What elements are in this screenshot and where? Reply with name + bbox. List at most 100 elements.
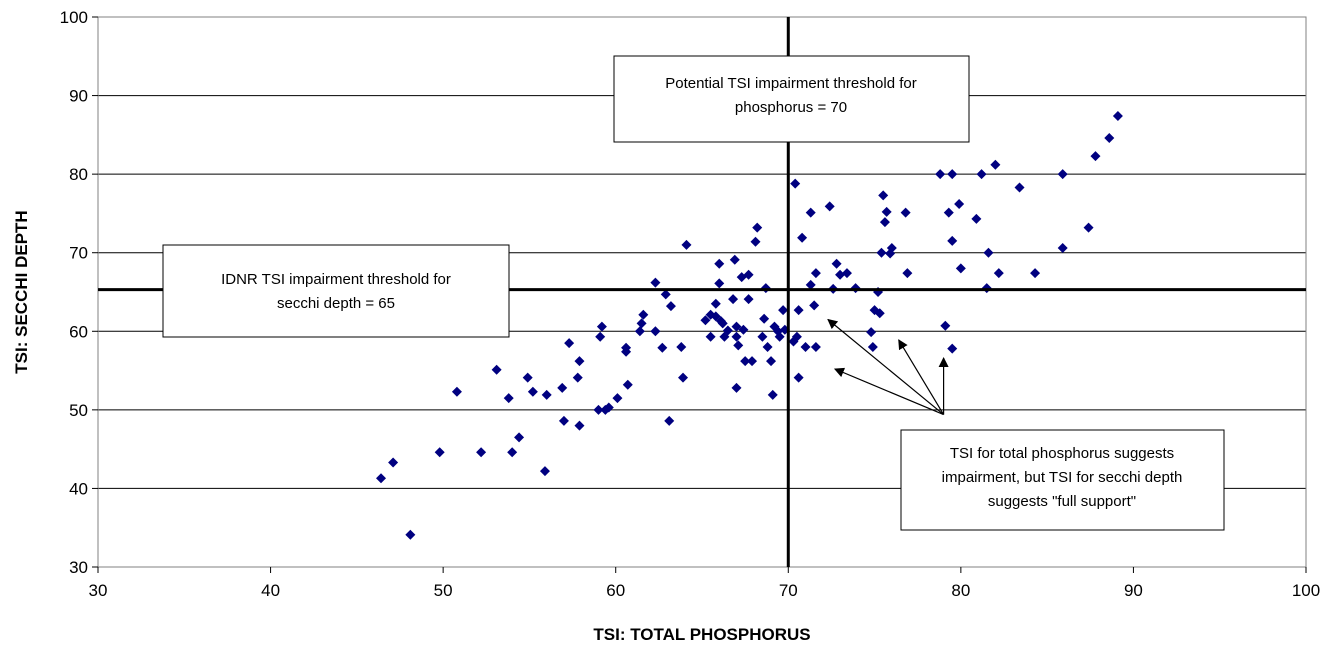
data-point: [757, 331, 768, 342]
data-point: [878, 190, 889, 201]
data-point: [762, 342, 773, 352]
annotation-box-frame: [162, 244, 510, 338]
y-tick-label: 100: [60, 8, 88, 27]
y-tick-label: 30: [69, 558, 88, 577]
data-point: [1057, 243, 1068, 253]
data-point: [766, 356, 777, 367]
data-point: [514, 432, 525, 443]
annotation-text: impairment, but TSI for secchi depth: [942, 469, 1183, 486]
data-point: [805, 207, 816, 218]
data-point: [809, 300, 820, 311]
x-tick-label: 60: [606, 581, 625, 600]
data-point: [1083, 222, 1094, 233]
data-point: [990, 159, 1001, 170]
data-point: [876, 247, 887, 258]
y-tick-label: 70: [69, 244, 88, 263]
data-point: [622, 379, 633, 390]
data-point: [947, 235, 958, 246]
data-point: [1030, 268, 1041, 279]
annotation-text: secchi depth = 65: [277, 295, 395, 312]
annotation-boxes: Potential TSI impairment threshold for ph…: [162, 55, 1225, 531]
x-axis-title: TSI: TOTAL PHOSPHORUS: [593, 625, 810, 644]
y-axis-title: TSI: SECCHI DEPTH: [12, 210, 31, 373]
data-point: [976, 169, 987, 180]
data-point: [681, 239, 692, 250]
data-point: [943, 207, 954, 218]
data-point: [947, 343, 958, 354]
annotation-box-frame: [613, 55, 970, 143]
annotation-arrow: [833, 367, 944, 416]
x-tick-label: 30: [89, 581, 108, 600]
data-point: [476, 447, 487, 458]
data-point: [664, 415, 675, 426]
data-point: [797, 232, 808, 243]
data-point: [900, 207, 911, 218]
annotation-text: suggests "full support": [988, 493, 1136, 510]
data-point: [660, 289, 671, 300]
data-point: [564, 338, 575, 349]
data-point: [955, 263, 966, 274]
data-point: [790, 178, 801, 189]
data-point: [678, 372, 689, 383]
data-point: [1090, 151, 1101, 162]
data-point: [714, 278, 725, 289]
annotation-text: IDNR TSI impairment threshold for: [221, 271, 451, 288]
annotation-text: TSI for total phosphorus suggests: [950, 445, 1174, 462]
data-point: [596, 321, 607, 332]
phosphorus-threshold-box: Potential TSI impairment threshold for ph…: [613, 55, 970, 143]
data-point: [729, 254, 740, 265]
data-point: [503, 393, 514, 404]
data-point: [940, 320, 951, 331]
secchi-threshold-box: IDNR TSI impairment threshold for secchi …: [162, 244, 510, 338]
data-point: [574, 420, 585, 431]
data-points: [376, 111, 1123, 540]
data-point: [603, 402, 614, 413]
annotation-text: Potential TSI impairment threshold for: [665, 75, 917, 92]
data-point: [902, 268, 913, 279]
data-point: [541, 389, 552, 400]
data-point: [593, 404, 604, 415]
data-point: [539, 466, 550, 477]
data-point: [835, 269, 846, 280]
data-point: [778, 305, 789, 316]
data-point: [1014, 182, 1025, 193]
data-point: [867, 342, 878, 352]
data-point: [665, 301, 676, 312]
data-point: [722, 325, 733, 336]
x-tick-label: 70: [779, 581, 798, 600]
data-point: [574, 356, 585, 367]
data-point: [983, 247, 994, 258]
y-tick-label: 60: [69, 322, 88, 341]
data-point: [793, 372, 804, 383]
data-point: [841, 268, 852, 279]
x-tick-label: 90: [1124, 581, 1143, 600]
data-point: [831, 258, 842, 269]
annotation-box-frame: [900, 429, 1225, 531]
data-point: [714, 258, 725, 269]
data-point: [491, 364, 502, 375]
data-point: [743, 269, 754, 280]
data-point: [657, 342, 668, 353]
data-point: [507, 447, 518, 458]
data-point: [800, 342, 811, 352]
data-point: [388, 457, 399, 468]
data-point: [731, 331, 742, 342]
y-tick-label: 50: [69, 401, 88, 420]
data-point: [731, 321, 742, 332]
x-tick-label: 80: [951, 581, 970, 600]
data-point: [879, 217, 890, 228]
annotation-arrow: [898, 339, 945, 415]
data-point: [810, 342, 821, 352]
impairment-note-box: TSI for total phosphorus suggests impairm…: [900, 429, 1225, 531]
data-point: [774, 331, 785, 342]
data-point: [824, 201, 835, 212]
data-point: [810, 268, 821, 279]
x-tick-label: 50: [434, 581, 453, 600]
data-point: [752, 222, 763, 233]
data-point: [434, 447, 445, 458]
y-tick-label: 80: [69, 165, 88, 184]
y-tick-label: 40: [69, 479, 88, 498]
data-point: [1057, 169, 1068, 180]
data-point: [954, 199, 965, 209]
